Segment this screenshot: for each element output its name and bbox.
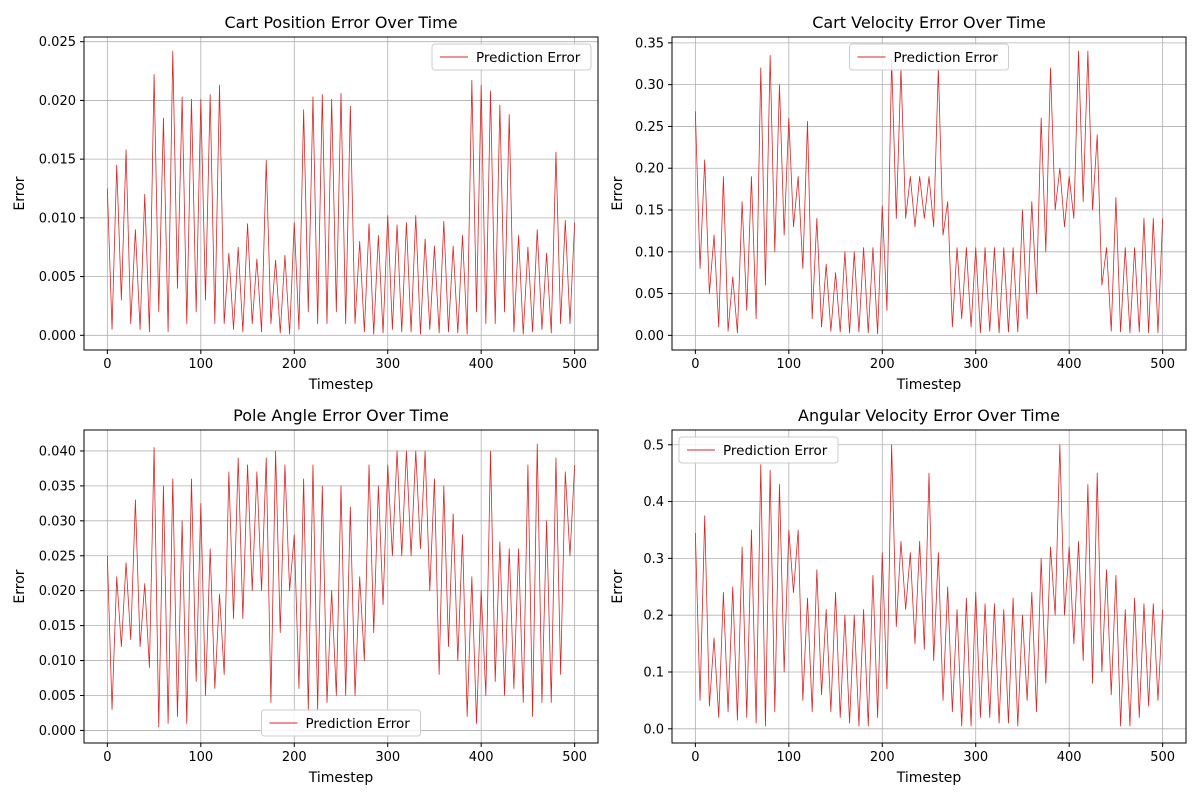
y-tick-label: 0.000 (39, 329, 76, 344)
y-axis-label: Error (610, 176, 626, 210)
y-tick-label: 0.4 (643, 495, 664, 510)
x-tick-label: 200 (870, 750, 895, 765)
axes-frame (83, 429, 599, 744)
series-line-prediction-error (106, 443, 576, 728)
x-tick-label: 200 (282, 357, 307, 372)
y-tick-label: 0.00 (635, 329, 664, 344)
legend-box (261, 709, 421, 737)
y-tick-label: 0.5 (643, 438, 664, 453)
chart-title: Cart Velocity Error Over Time (812, 13, 1046, 32)
y-tick-label: 0.030 (39, 514, 76, 529)
x-tick-label: 0 (103, 750, 111, 765)
y-tick-label: 0.0 (643, 722, 664, 737)
x-tick-label: 100 (776, 357, 801, 372)
axes-frame (671, 429, 1187, 744)
y-tick-label: 0.025 (39, 35, 76, 50)
legend-label: Prediction Error (306, 716, 411, 732)
series-line-prediction-error (694, 50, 1164, 335)
x-tick-label: 200 (870, 357, 895, 372)
legend: Prediction Error (678, 436, 839, 464)
x-tick-label: 300 (375, 357, 400, 372)
y-axis-label: Error (610, 569, 626, 603)
x-axis-label: Timestep (896, 770, 962, 786)
x-tick-label: 500 (562, 357, 587, 372)
x-tick-label: 500 (1150, 750, 1175, 765)
chart-title: Angular Velocity Error Over Time (798, 406, 1060, 425)
x-tick-label: 100 (188, 357, 213, 372)
y-tick-label: 0.040 (39, 444, 76, 459)
chart-title: Cart Position Error Over Time (224, 13, 457, 32)
y-tick-label: 0.35 (635, 36, 664, 51)
y-axis-label: Error (12, 569, 28, 603)
chart-panel-2: 0 100 200 300 400 500 0.000 0.005 0.010 0.015 0.02… (12, 406, 599, 786)
y-tick-label: 0.020 (39, 94, 76, 109)
y-tick-label: 0.25 (635, 120, 664, 135)
chart-title: Pole Angle Error Over Time (233, 406, 449, 425)
axes-frame (671, 36, 1187, 351)
y-tick-label: 0.010 (39, 654, 76, 669)
x-tick-label: 300 (375, 750, 400, 765)
chart-panel-0: 0 100 200 300 400 500 0.000 0.005 0.010 0.015 0.02… (12, 13, 599, 393)
x-tick-label: 300 (963, 357, 988, 372)
x-tick-label: 400 (469, 357, 494, 372)
x-tick-label: 100 (188, 750, 213, 765)
x-tick-label: 200 (282, 750, 307, 765)
y-tick-label: 0.30 (635, 78, 664, 93)
legend-box (678, 436, 839, 464)
legend: Prediction Error (431, 43, 592, 71)
legend-label: Prediction Error (894, 50, 999, 66)
y-tick-label: 0.10 (635, 245, 664, 260)
y-tick-label: 0.035 (39, 479, 76, 494)
y-tick-label: 0.1 (643, 665, 664, 680)
x-tick-label: 400 (469, 750, 494, 765)
x-axis-label: Timestep (308, 377, 374, 393)
y-tick-label: 0.005 (39, 270, 76, 285)
y-tick-label: 0.05 (635, 287, 664, 302)
series-line-prediction-error (106, 50, 576, 335)
y-tick-label: 0.015 (39, 619, 76, 634)
legend: Prediction Error (261, 709, 421, 737)
y-tick-label: 0.15 (635, 204, 664, 219)
y-tick-label: 0.020 (39, 584, 76, 599)
legend: Prediction Error (849, 43, 1009, 71)
y-tick-label: 0.2 (643, 609, 664, 624)
axes-frame (83, 36, 599, 351)
x-tick-label: 400 (1057, 750, 1082, 765)
x-tick-label: 500 (562, 750, 587, 765)
y-tick-label: 0.20 (635, 162, 664, 177)
x-tick-label: 100 (776, 750, 801, 765)
y-tick-label: 0.025 (39, 549, 76, 564)
x-axis-label: Timestep (308, 770, 374, 786)
chart-panel-1: 0 100 200 300 400 500 0.00 0.05 0.10 0.15 0.20 0.25… (610, 13, 1187, 393)
x-tick-label: 0 (691, 750, 699, 765)
x-tick-label: 0 (103, 357, 111, 372)
x-tick-label: 300 (963, 750, 988, 765)
chart-panel-3: 0 100 200 300 400 500 0.0 0.1 0.2 0.3 0.4 0.5 Angula… (610, 406, 1187, 786)
y-tick-label: 0.005 (39, 689, 76, 704)
y-axis-label: Error (12, 176, 28, 210)
x-axis-label: Timestep (896, 377, 962, 393)
x-tick-label: 400 (1057, 357, 1082, 372)
y-tick-label: 0.3 (643, 552, 664, 567)
y-tick-label: 0.010 (39, 211, 76, 226)
y-tick-label: 0.000 (39, 724, 76, 739)
legend-label: Prediction Error (723, 443, 828, 459)
legend-box (849, 43, 1009, 71)
x-tick-label: 500 (1150, 357, 1175, 372)
legend-box (431, 43, 592, 71)
y-tick-label: 0.015 (39, 153, 76, 168)
x-tick-label: 0 (691, 357, 699, 372)
series-line-prediction-error (694, 444, 1164, 727)
legend-label: Prediction Error (476, 50, 581, 66)
